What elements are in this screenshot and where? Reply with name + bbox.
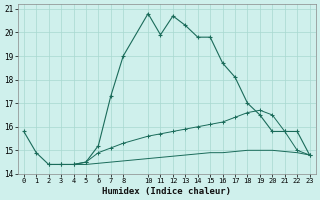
- X-axis label: Humidex (Indice chaleur): Humidex (Indice chaleur): [102, 187, 231, 196]
